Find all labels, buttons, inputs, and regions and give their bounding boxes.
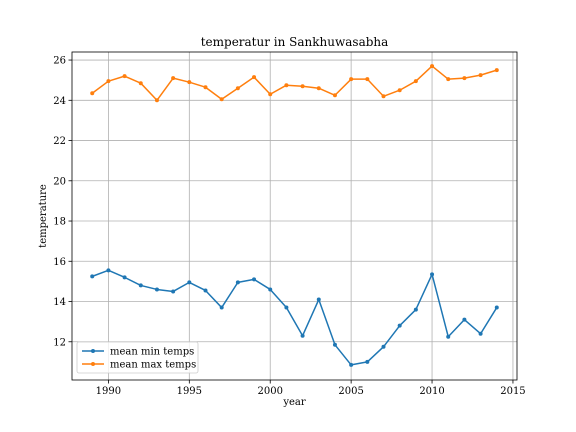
data-point: [397, 88, 402, 93]
data-point: [187, 80, 192, 85]
data-point: [122, 74, 127, 79]
legend-marker-min: [91, 349, 95, 353]
data-point: [90, 91, 95, 96]
data-point: [462, 317, 467, 322]
data-point: [413, 79, 418, 84]
data-point: [187, 280, 192, 285]
y-tick-label: 14: [53, 297, 66, 308]
y-tick-label: 18: [53, 217, 66, 228]
data-point: [446, 334, 451, 339]
x-tick-label: 2000: [258, 386, 283, 397]
y-tick-label: 24: [53, 96, 66, 107]
data-point: [430, 272, 435, 277]
data-point: [381, 344, 386, 349]
data-point: [316, 297, 321, 302]
data-point: [203, 288, 208, 293]
data-point: [349, 362, 354, 367]
data-point: [106, 79, 111, 84]
data-point: [365, 359, 370, 364]
data-point: [122, 275, 127, 280]
data-point: [268, 92, 273, 97]
data-point: [478, 331, 483, 336]
series-line-min: [91, 269, 498, 366]
y-tick-label: 12: [53, 337, 66, 348]
data-point: [106, 268, 111, 273]
y-tick-label: 20: [53, 176, 66, 187]
legend: mean min temps mean max temps: [76, 341, 199, 374]
x-tick-label: 1990: [96, 386, 121, 397]
data-point: [462, 76, 467, 81]
data-point: [284, 83, 289, 88]
data-point: [171, 289, 176, 294]
data-point: [478, 73, 483, 78]
series-line-max: [91, 65, 497, 102]
data-point: [252, 75, 257, 80]
data-point: [219, 97, 224, 102]
data-point: [138, 283, 143, 288]
data-point: [284, 305, 289, 310]
data-point: [397, 323, 402, 328]
data-point: [219, 305, 224, 310]
data-point: [252, 277, 257, 282]
x-tick-label: 1995: [177, 386, 202, 397]
data-point: [154, 98, 159, 103]
data-point: [268, 287, 273, 292]
data-point: [235, 86, 240, 91]
series-layer: [90, 64, 499, 367]
data-point: [494, 305, 499, 310]
y-axis-label: temperature: [38, 184, 49, 248]
legend-frame: [76, 341, 199, 374]
data-point: [413, 307, 418, 312]
data-point: [381, 94, 386, 99]
data-point: [171, 76, 176, 81]
x-tick-label: 2015: [500, 386, 525, 397]
data-point: [430, 64, 435, 69]
data-point: [349, 77, 354, 82]
chart-title: temperatur in Sankhuwasabha: [201, 35, 389, 49]
x-tick-label: 2005: [338, 386, 363, 397]
y-tick-label: 26: [53, 56, 66, 67]
y-tick-label: 16: [53, 257, 66, 268]
x-axis-label: year: [282, 397, 306, 408]
plot-frame: [71, 51, 518, 381]
data-point: [203, 85, 208, 90]
data-point: [494, 68, 499, 73]
data-point: [300, 333, 305, 338]
legend-label-min: mean min temps: [110, 347, 194, 358]
data-point: [332, 93, 337, 98]
y-tick-label: 22: [53, 136, 66, 147]
data-point: [90, 274, 95, 279]
data-point: [332, 342, 337, 347]
x-tick-label: 2010: [419, 386, 444, 397]
data-point: [365, 77, 370, 82]
data-point: [316, 86, 321, 91]
legend-label-max: mean max temps: [110, 360, 196, 371]
data-point: [300, 84, 305, 89]
data-point: [235, 280, 240, 285]
axes: 1990 1995 2000 2005 2010 2015 12 14 16 18 20 22 24 26: [53, 51, 526, 397]
data-point: [446, 77, 451, 82]
legend-marker-max: [91, 362, 95, 366]
grid-lines: [72, 52, 517, 380]
data-point: [154, 287, 159, 292]
data-point: [138, 81, 143, 86]
